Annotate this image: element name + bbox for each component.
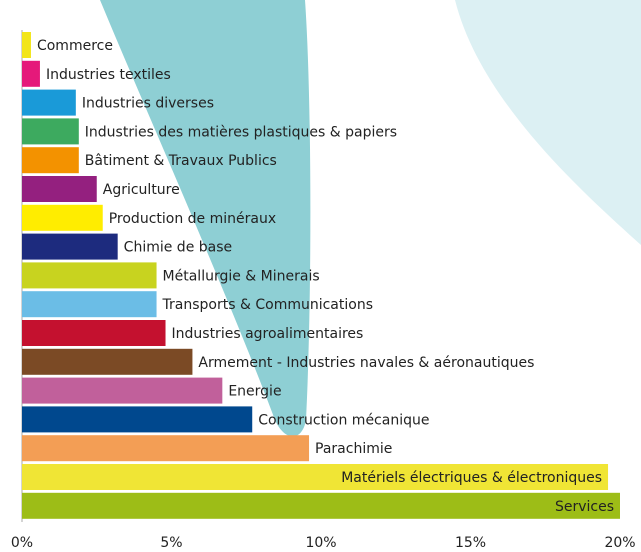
bar-label: Industries des matières plastiques & pap… [85,124,397,140]
bar [22,320,166,346]
x-tick-label: 20% [604,535,635,551]
bar [22,60,40,87]
bar [22,233,118,260]
bar [22,377,223,404]
bar [22,291,157,318]
bar [22,176,97,202]
decor-shape [455,0,641,245]
x-tick-label: 5% [160,535,182,551]
bar-label: Commerce [37,38,113,54]
bar [22,348,193,375]
bar-label: Armement - Industries navales & aéronaut… [198,355,534,371]
x-tick-label: 15% [455,535,486,551]
bar-label: Transports & Communications [162,297,373,313]
bar-label: Agriculture [103,182,180,198]
bar [22,492,620,519]
bar-label: Matériels électriques & électroniques [341,470,602,486]
bar-label: Energie [228,384,281,400]
bar [22,406,253,433]
bar-label: Production de minéraux [109,211,276,227]
bar [22,89,76,116]
bar-label: Bâtiment & Travaux Publics [85,153,277,169]
x-tick-label: 0% [11,535,33,551]
bar [22,262,157,289]
bar [22,147,79,174]
bar [22,118,79,145]
bar [22,435,310,462]
bar-label: Industries agroalimentaires [172,326,364,342]
x-tick-label: 10% [305,535,336,551]
bar-label: Parachimie [315,441,392,457]
bar [22,464,609,490]
bar-label: Industries textiles [46,67,171,83]
bar-label: Chimie de base [124,240,232,256]
bar [22,32,31,58]
bar-label: Services [555,499,614,515]
bar-label: Construction mécanique [258,412,429,428]
bar-label: Métallurgie & Minerais [163,268,320,284]
decor-shape [100,0,311,437]
bar-label: Industries diverses [82,96,214,112]
bar [22,204,103,231]
